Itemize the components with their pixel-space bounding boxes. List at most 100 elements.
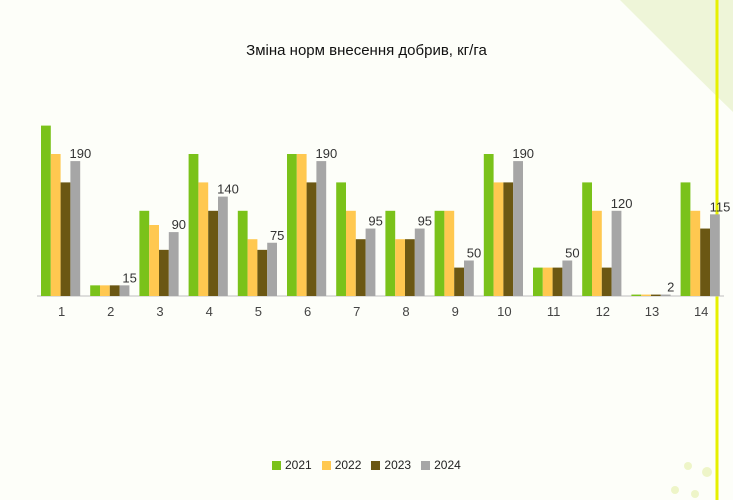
bar-2024-6: [316, 161, 327, 296]
legend-item: 2022: [321, 458, 362, 472]
x-tick-label: 2: [107, 304, 114, 319]
bar-2024-4: [218, 196, 228, 296]
bar-2024-10: [513, 161, 523, 296]
legend-item: 2021: [272, 458, 312, 472]
x-tick-label: 10: [497, 304, 511, 319]
bar-2024-12: [611, 210, 622, 296]
data-label: 50: [565, 246, 579, 261]
x-tick-label: 12: [596, 304, 610, 319]
bar-2024-11: [562, 260, 573, 296]
x-tick-label: 8: [402, 304, 409, 319]
bar-2023-11: [552, 267, 563, 296]
bar-2023-5: [257, 249, 268, 296]
bar-2022-12: [592, 210, 602, 296]
data-label: 90: [172, 217, 186, 232]
bar-2023-9: [454, 267, 464, 296]
bar-2022-6: [296, 154, 307, 296]
bar-2021-9: [434, 210, 445, 296]
x-tick-label: 4: [206, 304, 213, 319]
legend-item: 2023: [371, 458, 411, 472]
bar-2022-8: [395, 239, 405, 296]
corner-leaf-shape: [620, 0, 733, 112]
bar-2023-7: [355, 239, 366, 296]
bar-2023-4: [208, 210, 218, 296]
x-tick-label: 13: [645, 304, 659, 319]
bar-2021-2: [90, 285, 100, 296]
bar-2021-12: [582, 182, 592, 296]
data-label: 190: [512, 146, 534, 161]
legend-swatch: [272, 460, 281, 470]
bar-2022-7: [346, 210, 356, 296]
bar-2024-13: [660, 294, 671, 296]
x-tick-label: 14: [694, 304, 708, 319]
data-label: 95: [368, 214, 382, 229]
x-tick-label: 1: [58, 304, 65, 319]
x-tick-label: 6: [304, 304, 311, 319]
legend-label: 2024: [434, 458, 461, 472]
bar-2024-14: [710, 214, 720, 296]
bar-2024-8: [414, 228, 425, 296]
bar-2021-3: [139, 210, 150, 296]
legend-label: 2023: [384, 458, 412, 472]
bar-2022-3: [149, 225, 159, 296]
chart-title: Зміна норм внесення добрив, кг/га: [246, 42, 487, 59]
bar-2023-14: [700, 228, 710, 296]
bar-2024-2: [119, 285, 130, 296]
legend-swatch: [421, 460, 431, 470]
data-label: 50: [467, 246, 481, 261]
chart-legend: 2021 2022 2023 2024: [272, 458, 461, 472]
data-label: 75: [270, 228, 284, 243]
legend-label: 2021: [285, 458, 312, 472]
bar-2021-1: [41, 125, 51, 296]
bar-2023-13: [651, 294, 661, 296]
data-label: 95: [418, 214, 432, 229]
bar-2022-14: [690, 210, 701, 296]
bar-2021-10: [483, 154, 494, 296]
bar-2024-3: [168, 232, 179, 296]
bar-2021-14: [680, 182, 691, 296]
legend-item: 2024: [421, 458, 461, 472]
decor-dot: [684, 462, 692, 470]
bar-2022-10: [493, 182, 504, 296]
bar-2022-1: [50, 154, 61, 296]
bar-2024-7: [365, 228, 376, 296]
bar-2021-8: [385, 210, 396, 296]
bar-2022-11: [542, 267, 553, 296]
bar-2023-3: [159, 249, 169, 296]
bar-2021-5: [237, 210, 248, 296]
bar-2023-2: [109, 285, 120, 296]
bar-2024-9: [464, 260, 474, 296]
bar-2023-10: [503, 182, 514, 296]
bar-2022-5: [247, 239, 258, 296]
data-label: 190: [70, 146, 92, 161]
bar-2021-4: [188, 154, 199, 296]
decor-dot: [702, 467, 712, 477]
data-label: 2: [667, 280, 674, 295]
decor-dot: [691, 490, 699, 498]
x-tick-label: 11: [547, 304, 561, 319]
data-label: 190: [316, 146, 338, 161]
x-tick-label: 7: [353, 304, 360, 319]
bar-2023-12: [601, 267, 612, 296]
bar-2024-1: [70, 161, 81, 296]
bar-2023-1: [60, 182, 71, 296]
x-tick-label: 3: [156, 304, 163, 319]
x-tick-label: 9: [452, 304, 459, 319]
bar-2023-8: [405, 239, 415, 296]
decor-dot: [671, 486, 679, 494]
x-tick-label: 5: [255, 304, 262, 319]
legend-label: 2022: [334, 458, 362, 472]
bar-2024-5: [267, 242, 277, 296]
bar-2022-4: [198, 182, 209, 296]
bar-2021-11: [533, 267, 543, 296]
bar-2022-2: [100, 285, 110, 296]
data-label: 115: [710, 199, 731, 214]
bar-2021-13: [631, 294, 642, 296]
legend-swatch: [371, 460, 381, 470]
data-label: 15: [122, 270, 136, 285]
legend-swatch: [321, 460, 331, 470]
bar-2021-7: [336, 182, 346, 296]
bar-2022-9: [444, 210, 455, 296]
data-label: 140: [217, 182, 239, 197]
